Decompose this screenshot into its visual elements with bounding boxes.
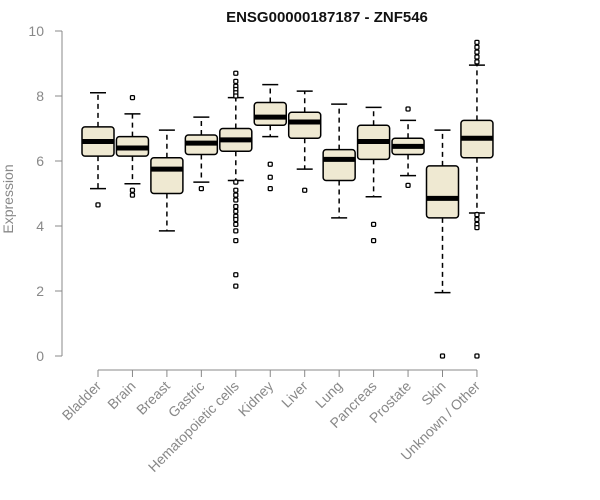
outlier-point <box>302 187 308 193</box>
outlier-point <box>233 208 239 215</box>
outlier-point <box>233 216 239 223</box>
outlier-point <box>233 192 239 198</box>
box-gastric <box>184 116 219 192</box>
outlier-point <box>267 161 273 167</box>
outlier-point <box>129 192 136 198</box>
outlier-point <box>129 187 136 193</box>
outlier-point <box>474 59 480 65</box>
box-pancreas <box>356 106 391 244</box>
box-liver <box>287 90 322 193</box>
outlier-point <box>474 54 480 60</box>
outlier-point <box>233 179 239 185</box>
outlier-point <box>233 221 239 228</box>
x-tick-label: Liver <box>278 378 311 411</box>
outlier-point <box>233 187 239 193</box>
x-tick-label: Bladder <box>59 378 105 424</box>
box-body <box>425 165 460 219</box>
boxes-group <box>81 39 494 359</box>
y-tick-label: 0 <box>36 348 44 364</box>
outlier-point <box>233 272 239 278</box>
outlier-point <box>439 353 446 359</box>
outlier-point <box>233 237 239 244</box>
outlier-point <box>233 203 239 210</box>
outlier-point <box>233 70 239 76</box>
box-body <box>322 148 356 182</box>
outlier-point <box>474 224 480 231</box>
outlier-point <box>405 182 411 189</box>
outlier-point <box>233 78 239 85</box>
outlier-point <box>474 39 480 46</box>
outlier-point <box>129 94 136 101</box>
box-prostate <box>391 106 425 189</box>
y-tick-label: 8 <box>36 88 44 104</box>
outlier-point <box>233 93 239 99</box>
box-unknown-other <box>460 39 494 359</box>
outlier-point <box>95 202 101 208</box>
outlier-point <box>474 353 480 359</box>
y-tick-label: 4 <box>36 218 44 234</box>
box-hematopoietic-cells <box>219 70 253 289</box>
box-bladder <box>81 92 115 208</box>
y-tick-label: 2 <box>36 283 44 299</box>
box-body <box>253 101 287 126</box>
outlier-point <box>474 216 480 223</box>
box-brain <box>115 94 150 198</box>
y-axis-label: Expression <box>0 164 16 233</box>
y-tick-label: 6 <box>36 153 44 169</box>
box-kidney <box>253 83 287 192</box>
box-body <box>150 157 184 195</box>
outlier-point <box>233 283 239 289</box>
box-body <box>287 111 322 139</box>
outlier-point <box>267 185 273 192</box>
x-tick-label: Skin <box>418 378 449 409</box>
outlier-point <box>233 228 239 234</box>
y-tick-label: 10 <box>28 23 44 39</box>
outlier-point <box>474 49 480 55</box>
outlier-point <box>370 237 377 244</box>
outlier-point <box>474 211 480 218</box>
chart-title: ENSG00000187187 - ZNF546 <box>226 9 428 26</box>
box-breast <box>150 129 184 232</box>
outlier-point <box>267 174 273 180</box>
x-tick-label: Kidney <box>235 378 277 420</box>
box-lung <box>322 103 356 219</box>
outlier-point <box>198 185 205 192</box>
outlier-point <box>233 197 239 203</box>
outlier-point <box>370 221 377 228</box>
box-skin <box>425 129 460 359</box>
outlier-point <box>405 106 411 112</box>
outlier-point <box>474 44 480 50</box>
